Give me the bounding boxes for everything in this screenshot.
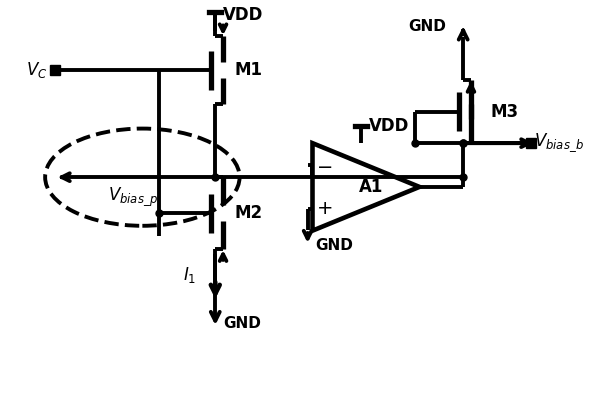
Text: $V_{bias\_p}$: $V_{bias\_p}$ xyxy=(108,185,158,208)
Text: VDD: VDD xyxy=(369,117,409,134)
Text: GND: GND xyxy=(223,315,261,330)
Text: A1: A1 xyxy=(359,178,383,196)
Text: M1: M1 xyxy=(235,61,263,79)
Text: $-$: $-$ xyxy=(316,156,332,175)
Text: GND: GND xyxy=(408,19,446,34)
Text: $V_{bias\_b}$: $V_{bias\_b}$ xyxy=(534,132,584,154)
Text: M3: M3 xyxy=(490,102,518,121)
Text: M2: M2 xyxy=(235,204,263,222)
Text: VDD: VDD xyxy=(223,6,263,24)
Text: $I_1$: $I_1$ xyxy=(183,265,196,286)
Text: $+$: $+$ xyxy=(316,199,332,218)
Text: GND: GND xyxy=(315,238,353,253)
Text: $V_C$: $V_C$ xyxy=(25,60,47,80)
